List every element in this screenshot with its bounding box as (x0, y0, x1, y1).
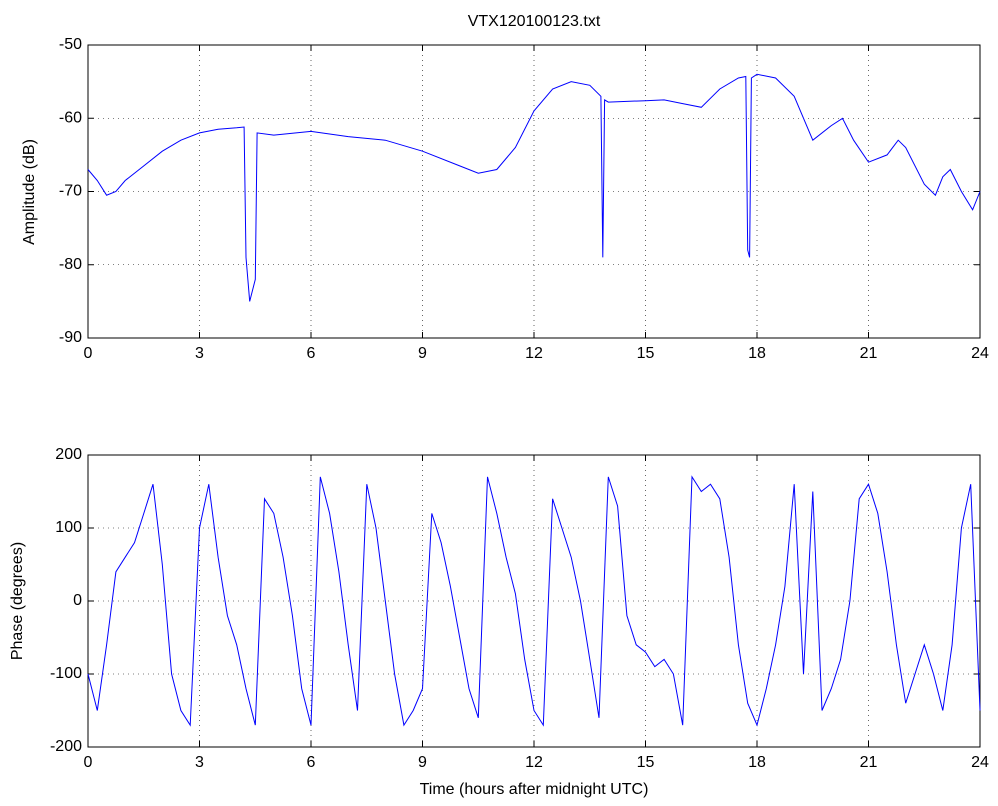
x-axis-label: Time (hours after midnight UTC) (420, 781, 649, 798)
x-tick-label: 18 (748, 754, 766, 771)
y-tick-label: -70 (59, 183, 82, 200)
x-tick-label: 12 (525, 754, 543, 771)
y-tick-label: -80 (59, 256, 82, 273)
y-axis-label: Phase (degrees) (9, 542, 26, 660)
x-tick-label: 6 (307, 345, 316, 362)
data-line (87, 73, 981, 302)
x-tick-label: 15 (637, 345, 655, 362)
x-tick-label: 3 (195, 754, 204, 771)
x-tick-label: 21 (860, 754, 878, 771)
y-tick-label: 0 (73, 592, 82, 609)
y-tick-label: -100 (50, 665, 82, 682)
plot-frame (87, 454, 981, 748)
y-tick-label: -90 (59, 329, 82, 346)
y-axis-label: Amplitude (dB) (21, 139, 38, 245)
chart-title: VTX120100123.txt (468, 13, 601, 30)
y-tick-label: -60 (59, 109, 82, 126)
y-tick-label: 200 (55, 446, 82, 463)
x-tick-label: 0 (84, 345, 93, 362)
x-tick-label: 9 (418, 345, 427, 362)
x-tick-label: 24 (971, 754, 989, 771)
y-tick-label: 100 (55, 519, 82, 536)
x-tick-label: 9 (418, 754, 427, 771)
x-tick-label: 6 (307, 754, 316, 771)
y-tick-label: -200 (50, 738, 82, 755)
x-tick-label: 24 (971, 345, 989, 362)
x-tick-label: 18 (748, 345, 766, 362)
x-tick-label: 15 (637, 754, 655, 771)
x-tick-label: 0 (84, 754, 93, 771)
y-tick-label: -50 (59, 36, 82, 53)
x-tick-label: 21 (860, 345, 878, 362)
x-tick-label: 12 (525, 345, 543, 362)
data-line (87, 475, 981, 727)
x-tick-label: 3 (195, 345, 204, 362)
